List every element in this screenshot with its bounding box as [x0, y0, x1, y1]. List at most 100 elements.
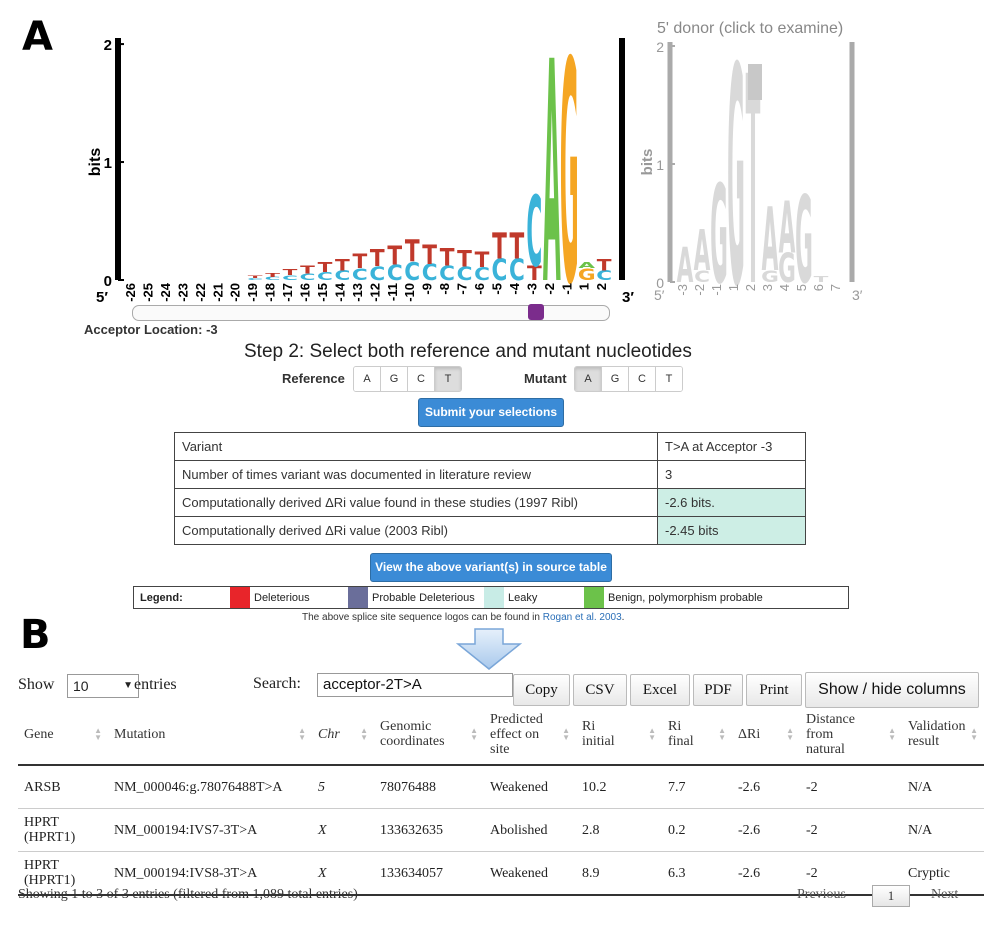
position-label: -2: [542, 283, 557, 295]
mutant-option-g[interactable]: G: [602, 367, 629, 391]
cell-predicted-effect: Weakened: [484, 765, 576, 809]
position-label: -26: [123, 283, 138, 302]
position-label: -20: [228, 283, 243, 302]
slider-handle[interactable]: [528, 304, 544, 320]
cell-ri-final: 0.2: [662, 808, 732, 852]
glyph-a: A: [762, 191, 779, 293]
column-header-mutation[interactable]: Mutation ▲ ▼: [108, 704, 312, 766]
delta-ri-2003-value: -2.45 bits: [657, 516, 806, 545]
column-header-distance[interactable]: Distance from natural ▲ ▼: [800, 704, 902, 766]
position-label: -5: [489, 283, 504, 295]
submit-selections-button[interactable]: Submit your selections: [418, 398, 564, 427]
donor-logo-title[interactable]: 5' donor (click to examine): [657, 20, 843, 37]
column-header-gene[interactable]: Gene ▲ ▼: [18, 704, 108, 766]
column-header-chr[interactable]: Chr ▲ ▼: [312, 704, 374, 766]
legend-label-benign: Benign, polymorphism probable: [608, 591, 763, 604]
column-header-delta-ri[interactable]: ΔRi ▲ ▼: [732, 704, 800, 766]
position-label: -8: [437, 283, 452, 295]
cell-mutation: NM_000046:g.78076488T>A: [108, 765, 312, 809]
column-header-ri-final[interactable]: Ri final ▲ ▼: [662, 704, 732, 766]
print-button[interactable]: Print: [746, 674, 802, 706]
step2-text: Select both reference and mutant nucleot…: [309, 341, 692, 362]
glyph-t: T: [422, 239, 437, 271]
excel-button[interactable]: Excel: [630, 674, 690, 706]
table-row[interactable]: ARSB NM_000046:g.78076488T>A 5 78076488 Weak…: [18, 765, 984, 809]
next-page-button[interactable]: Next: [931, 887, 959, 902]
documented-count-row: Number of times variant was documented i…: [174, 460, 806, 489]
cell-validation: Cryptic: [902, 851, 984, 896]
mutant-option-t[interactable]: T: [656, 367, 682, 391]
cell-chr: X: [312, 808, 374, 852]
pdf-button[interactable]: PDF: [693, 674, 743, 706]
sort-icon: ▲ ▼: [888, 726, 896, 742]
table-row[interactable]: HPRT (HPRT1) NM_000194:IVS8-3T>A X 13363405…: [18, 851, 984, 896]
cell-predicted-effect: Weakened: [484, 851, 576, 896]
page-1-button[interactable]: 1: [872, 885, 910, 907]
reference-option-g[interactable]: G: [381, 367, 408, 391]
position-label: 6: [811, 284, 826, 291]
mutant-option-c[interactable]: C: [629, 367, 656, 391]
sort-icon: ▲ ▼: [786, 726, 794, 742]
glyph-c: C: [439, 262, 455, 285]
show-hide-columns-button[interactable]: Show / hide columns: [805, 672, 979, 708]
reference-option-a[interactable]: A: [354, 367, 381, 391]
sort-icon: ▲ ▼: [970, 726, 978, 742]
glyph-t: T: [440, 244, 455, 271]
donor-logo[interactable]: 5' donor (click to examine) bits 012 A CA…: [639, 6, 863, 340]
show-label: Show: [18, 676, 55, 693]
acceptor-location-slider[interactable]: [132, 304, 610, 321]
mutant-option-a[interactable]: A: [575, 367, 602, 391]
delta-ri-1997-label: Computationally derived ΔRi value found …: [174, 488, 658, 517]
glyph-t: T: [457, 247, 472, 272]
position-label: -7: [455, 283, 470, 295]
csv-button[interactable]: CSV: [573, 674, 627, 706]
glyph-t: T: [248, 275, 263, 279]
variant-label: Variant: [174, 432, 658, 461]
cell-chr: X: [312, 851, 374, 896]
glyph-c: C: [282, 274, 298, 282]
glyph-t: T: [283, 268, 299, 277]
column-header-predicted-effect[interactable]: Predicted effect on site ▲ ▼: [484, 704, 576, 766]
glyph-c: C: [509, 254, 525, 288]
rogan-2003-link[interactable]: Rogan et al. 2003: [542, 612, 622, 623]
y-tick-label: 0: [104, 273, 112, 290]
column-header-genomic-coordinates[interactable]: Genomic coordinates ▲ ▼: [374, 704, 484, 766]
entries-per-page-select[interactable]: 10 ▼: [67, 674, 139, 698]
logo-note-suffix: .: [621, 612, 625, 623]
view-source-table-button[interactable]: View the above variant(s) in source tabl…: [370, 553, 612, 582]
cell-distance: -2: [800, 808, 902, 852]
glyph-c: C: [334, 268, 350, 283]
copy-button[interactable]: Copy: [513, 674, 570, 706]
glyph-c: C: [300, 272, 316, 282]
sort-icon: ▲ ▼: [470, 726, 478, 742]
previous-page-button[interactable]: Previous: [797, 887, 846, 902]
legend-title: Legend:: [140, 591, 183, 604]
table-row[interactable]: HPRT (HPRT1) NM_000194:IVS7-3T>A X 13363263…: [18, 808, 984, 852]
search-label: Search:: [253, 675, 301, 692]
logo-note-text: The above splice site sequence logos can…: [302, 612, 543, 623]
reference-option-t[interactable]: T: [435, 367, 461, 391]
glyph-c: C: [596, 268, 612, 283]
glyph-t: T: [475, 248, 490, 273]
position-label: -3: [675, 284, 690, 296]
glyph-t: T: [405, 235, 420, 270]
search-input[interactable]: acceptor-2T>A: [317, 673, 513, 697]
position-label: -24: [158, 282, 173, 302]
glyph-a: A: [543, 0, 561, 340]
column-header-validation[interactable]: Validation result ▲ ▼: [902, 704, 984, 766]
position-label: -12: [367, 283, 382, 302]
cell-ri-initial: 10.2: [576, 765, 662, 809]
delta-ri-2003-label: Computationally derived ΔRi value (2003 …: [174, 516, 658, 545]
acceptor-location-label: Acceptor Location: -3: [84, 322, 218, 337]
glyph-c: C: [387, 261, 403, 286]
position-label: -22: [193, 283, 208, 302]
chevron-down-icon: ▼: [123, 680, 133, 691]
reference-option-c[interactable]: C: [408, 367, 435, 391]
column-header-ri-initial[interactable]: Ri initial ▲ ▼: [576, 704, 662, 766]
glyph-c: C: [352, 266, 368, 285]
donor-5prime-label: 5′: [654, 287, 665, 303]
